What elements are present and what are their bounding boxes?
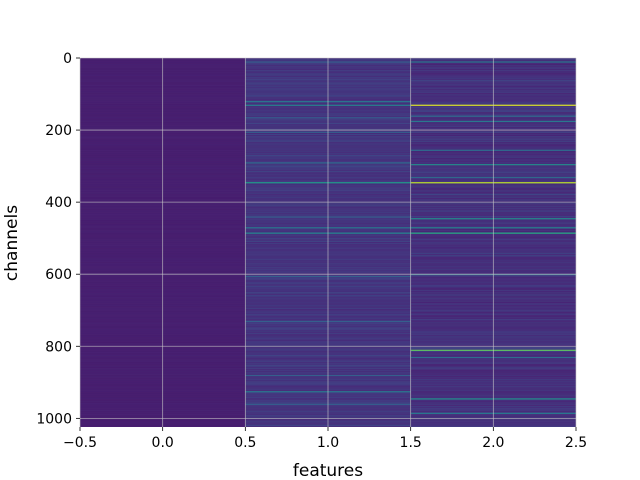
y-axis-ticks: 0 200 400 600 800 1000 (36, 51, 80, 427)
y-axis-label: channels (2, 205, 22, 281)
y-tick-label: 400 (45, 195, 72, 211)
x-axis-label: features (293, 461, 363, 480)
x-tick-label: 2.0 (482, 435, 504, 451)
y-tick-label: 200 (45, 123, 72, 139)
x-tick-label: 2.5 (565, 435, 587, 451)
y-tick-label: 0 (63, 51, 72, 67)
y-tick-label: 600 (45, 267, 72, 283)
x-tick-label: 1.0 (317, 435, 339, 451)
x-tick-label: 0.0 (152, 435, 174, 451)
x-tick-label: 0.5 (234, 435, 256, 451)
x-tick-label: 1.5 (400, 435, 422, 451)
x-tick-label: −0.5 (63, 435, 97, 451)
y-tick-label: 800 (45, 339, 72, 355)
grid-lines (79, 57, 577, 427)
x-axis-ticks: −0.5 0.0 0.5 1.0 1.5 2.0 2.5 (63, 427, 587, 451)
y-tick-label: 1000 (36, 411, 72, 427)
